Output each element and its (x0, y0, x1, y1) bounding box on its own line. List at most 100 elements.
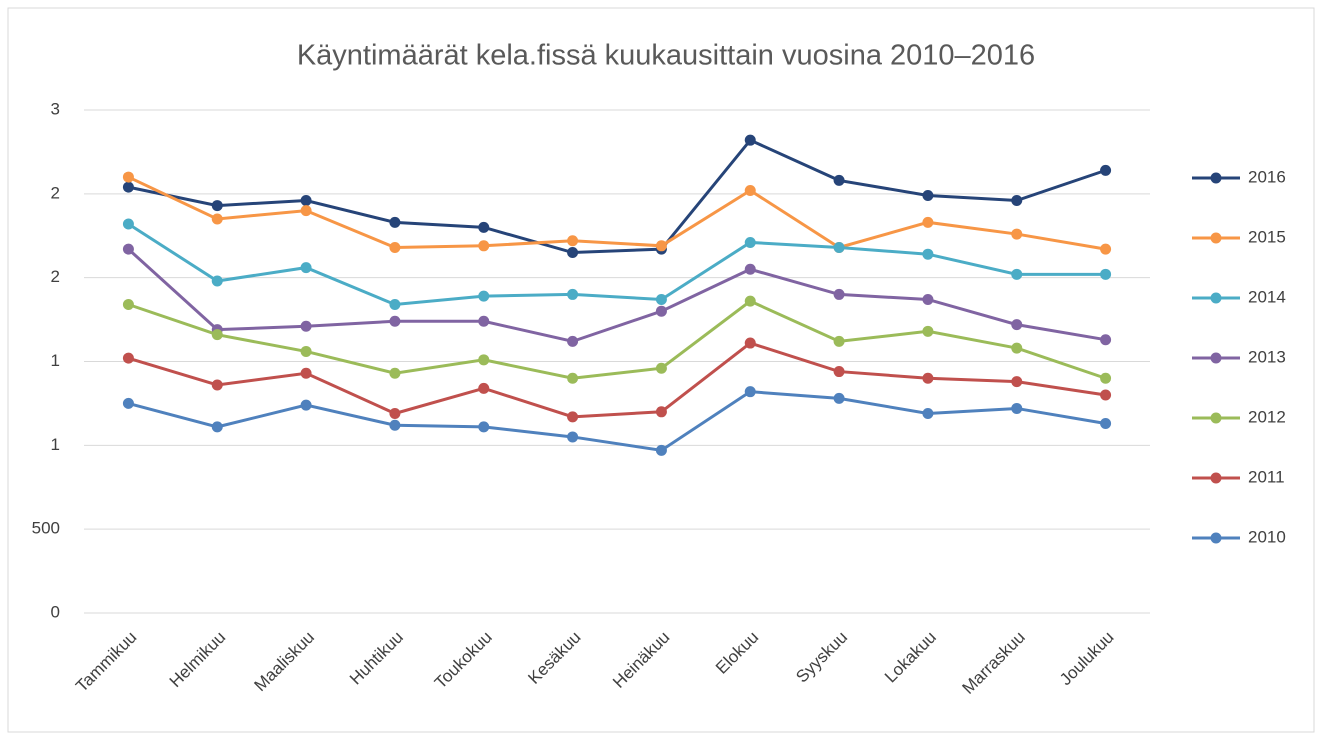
data-point (478, 421, 490, 433)
legend-marker (1210, 412, 1222, 424)
legend-marker (1210, 532, 1222, 544)
series-line (127, 175, 1106, 251)
data-point (744, 263, 756, 275)
data-point (567, 431, 579, 443)
data-point (389, 315, 401, 327)
data-point (922, 216, 934, 228)
data-point (478, 221, 490, 233)
chart-title: Käyntimäärät kela.fissä kuukausittain vu… (297, 40, 1035, 72)
data-point (1011, 319, 1023, 331)
data-point (122, 181, 134, 193)
data-point (1100, 389, 1112, 401)
y-tick-label: 2 (51, 183, 60, 202)
data-point (922, 325, 934, 337)
y-tick-label: 1 (51, 435, 60, 454)
data-point (655, 406, 667, 418)
legend-label: 2011 (1248, 467, 1285, 486)
data-point (922, 190, 934, 202)
legend-label: 2010 (1248, 527, 1286, 546)
data-point (567, 372, 579, 384)
data-point (478, 290, 490, 302)
legend-label: 2016 (1248, 167, 1286, 186)
series-line (127, 299, 1107, 380)
data-point (567, 411, 579, 423)
y-tick-label: 3 (51, 99, 60, 118)
data-point (833, 241, 845, 253)
legend-label: 2014 (1248, 287, 1286, 306)
y-tick-label: 500 (32, 519, 60, 538)
legend-marker (1210, 172, 1222, 184)
data-point (655, 444, 667, 456)
data-point (567, 235, 579, 247)
data-point (744, 236, 756, 248)
legend-label: 2013 (1248, 347, 1286, 366)
series-line (127, 248, 1106, 343)
y-tick-label: 1 (51, 351, 60, 370)
legend-marker (1210, 292, 1222, 304)
data-point (1100, 164, 1112, 176)
legend-label: 2015 (1248, 227, 1286, 246)
data-point (744, 184, 756, 196)
data-point (300, 195, 312, 207)
y-tick-label: 2 (51, 267, 60, 286)
legend-marker (1210, 352, 1222, 364)
data-point (1100, 243, 1112, 255)
data-point (211, 329, 223, 341)
data-point (1100, 268, 1112, 280)
data-point (1011, 402, 1023, 414)
data-point (478, 240, 490, 252)
data-point (389, 241, 401, 253)
data-point (922, 407, 934, 419)
data-point (300, 205, 312, 217)
data-point (389, 298, 401, 310)
legend-marker (1210, 472, 1222, 484)
data-point (1100, 372, 1112, 384)
data-point (122, 218, 134, 230)
data-point (922, 248, 934, 260)
data-point (122, 243, 134, 255)
data-point (922, 372, 934, 384)
data-point (1100, 418, 1112, 430)
data-point (1011, 228, 1023, 240)
data-point (300, 367, 312, 379)
data-point (300, 262, 312, 274)
data-point (1011, 195, 1023, 207)
legend-marker (1210, 232, 1222, 244)
data-point (567, 247, 579, 259)
data-point (389, 367, 401, 379)
data-point (478, 315, 490, 327)
data-point (922, 293, 934, 305)
data-point (744, 295, 756, 307)
data-point (567, 335, 579, 347)
data-point (211, 275, 223, 287)
data-point (833, 366, 845, 378)
data-point (478, 382, 490, 394)
series-line (127, 341, 1106, 419)
series-line (127, 222, 1106, 307)
data-point (833, 288, 845, 300)
data-point (122, 298, 134, 310)
data-point (1011, 376, 1023, 388)
data-point (211, 421, 223, 433)
data-point (122, 397, 134, 409)
data-point (478, 354, 490, 366)
data-point (655, 240, 667, 252)
series-line (128, 390, 1106, 452)
data-point (300, 345, 312, 357)
data-point (833, 174, 845, 186)
data-point (122, 352, 134, 364)
data-point (567, 288, 579, 300)
data-point (300, 399, 312, 411)
data-point (300, 320, 312, 332)
data-point (744, 134, 756, 146)
data-point (655, 362, 667, 374)
data-point (389, 216, 401, 228)
data-point (211, 200, 223, 212)
data-point (1100, 334, 1112, 346)
data-point (744, 386, 756, 398)
data-point (744, 337, 756, 349)
data-point (655, 305, 667, 317)
data-point (211, 379, 223, 391)
data-point (655, 293, 667, 305)
